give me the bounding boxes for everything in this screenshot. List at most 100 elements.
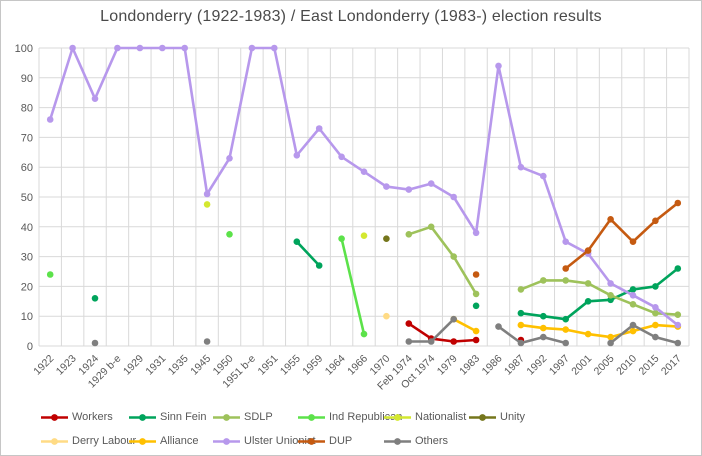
x-axis-tick-label: 1997 <box>547 353 572 378</box>
legend-marker-ind-republican <box>298 413 325 421</box>
data-point <box>114 44 121 52</box>
data-point <box>629 321 637 329</box>
legend-label: Ind Republican <box>329 411 403 423</box>
data-point <box>540 312 547 320</box>
y-axis-tick-label: 30 <box>21 252 33 264</box>
legend-item-unity: Unity <box>469 407 525 427</box>
data-point <box>427 180 435 187</box>
data-point <box>338 153 345 161</box>
data-point <box>181 44 188 52</box>
data-point <box>136 44 144 52</box>
data-point <box>652 309 659 317</box>
data-point <box>159 44 166 52</box>
data-point <box>584 330 592 338</box>
data-point <box>652 283 659 290</box>
x-axis-tick-label: 1931 <box>143 353 168 378</box>
x-axis-tick-label: 1922 <box>31 353 56 378</box>
data-point <box>674 265 682 272</box>
data-point <box>674 311 682 319</box>
x-axis-tick-label: 2005 <box>592 353 617 378</box>
x-axis-tick-label: 1979 <box>435 353 460 378</box>
data-point <box>674 339 682 347</box>
data-point <box>540 172 547 180</box>
data-point <box>495 62 502 70</box>
data-point <box>674 321 682 329</box>
legend-item-ulster-unionist: Ulster Unionist <box>213 431 316 451</box>
data-point <box>517 286 525 293</box>
x-axis-tick-label: 1945 <box>188 353 213 378</box>
data-point <box>674 199 682 207</box>
data-point <box>629 286 637 293</box>
series-alliance <box>450 315 682 341</box>
data-point <box>517 321 525 329</box>
y-axis-tick-label: 50 <box>21 192 33 204</box>
series-line-sinn-fein <box>295 240 680 321</box>
legend-item-sinn-fein: Sinn Fein <box>129 407 206 427</box>
x-axis-tick-label: 1966 <box>345 353 370 378</box>
data-point <box>607 333 614 341</box>
data-point <box>472 290 480 298</box>
data-point <box>248 44 256 52</box>
x-axis-tick-label: 1992 <box>524 353 549 378</box>
legend-marker-sdlp <box>213 413 240 421</box>
data-point <box>203 338 211 345</box>
series-derry-labour <box>383 312 390 320</box>
legend-label: Derry Labour <box>72 435 137 447</box>
legend-label: Ulster Unionist <box>244 435 316 447</box>
data-point <box>607 280 614 287</box>
data-point <box>450 193 458 201</box>
legend-label: SDLP <box>244 411 273 423</box>
series-unity <box>383 235 390 242</box>
x-axis-tick-label: 1951 <box>255 353 280 378</box>
legend-label: Alliance <box>160 435 199 447</box>
legend-item-workers: Workers <box>41 407 113 427</box>
data-point <box>629 292 637 299</box>
data-point <box>91 95 99 102</box>
x-axis-tick-label: 2015 <box>636 353 661 378</box>
y-axis-labels: 0 10 20 30 40 50 60 70 80 90 100 <box>15 43 33 353</box>
data-point <box>203 190 211 198</box>
x-axis-tick-label: 1986 <box>480 353 505 378</box>
data-point <box>562 238 569 245</box>
x-axis-tick-label: 1929 <box>121 353 146 378</box>
data-point <box>652 217 659 225</box>
data-point <box>562 265 569 272</box>
data-point <box>607 292 614 299</box>
series-line-dup <box>564 201 680 270</box>
data-point <box>472 271 480 278</box>
chart-title: Londonderry (1922-1983) / East Londonder… <box>100 8 602 25</box>
data-point <box>540 277 547 284</box>
data-point <box>46 271 54 278</box>
data-point <box>652 321 659 329</box>
data-point <box>472 302 480 310</box>
legend-marker-workers <box>41 413 68 421</box>
legend-marker-sinn-fein <box>129 413 156 421</box>
data-point <box>405 338 413 345</box>
data-point <box>46 116 54 123</box>
data-point <box>427 338 435 345</box>
y-axis-tick-label: 70 <box>21 132 33 144</box>
x-axis-tick-label: 1964 <box>323 353 348 378</box>
data-point <box>203 201 211 208</box>
legend-marker-others <box>384 437 411 445</box>
legend-item-ind-republican: Ind Republican <box>298 407 402 427</box>
data-point <box>405 186 413 193</box>
data-point <box>405 320 413 327</box>
data-point <box>383 235 390 242</box>
legend-item-sdlp: SDLP <box>213 407 273 427</box>
legend-label: Others <box>415 435 449 447</box>
y-axis-tick-label: 0 <box>27 341 33 353</box>
data-point <box>517 309 525 317</box>
series-sinn-fein <box>91 238 682 323</box>
data-point <box>450 338 458 345</box>
data-point <box>271 44 278 52</box>
x-axis-tick-label: 1923 <box>54 353 79 378</box>
data-point <box>383 312 390 320</box>
series-line-alliance <box>452 317 680 339</box>
x-axis-tick-label: 1935 <box>166 353 191 378</box>
series-line-ind-republican <box>340 237 366 336</box>
data-point <box>383 183 390 190</box>
legend-marker-dup <box>298 437 325 445</box>
